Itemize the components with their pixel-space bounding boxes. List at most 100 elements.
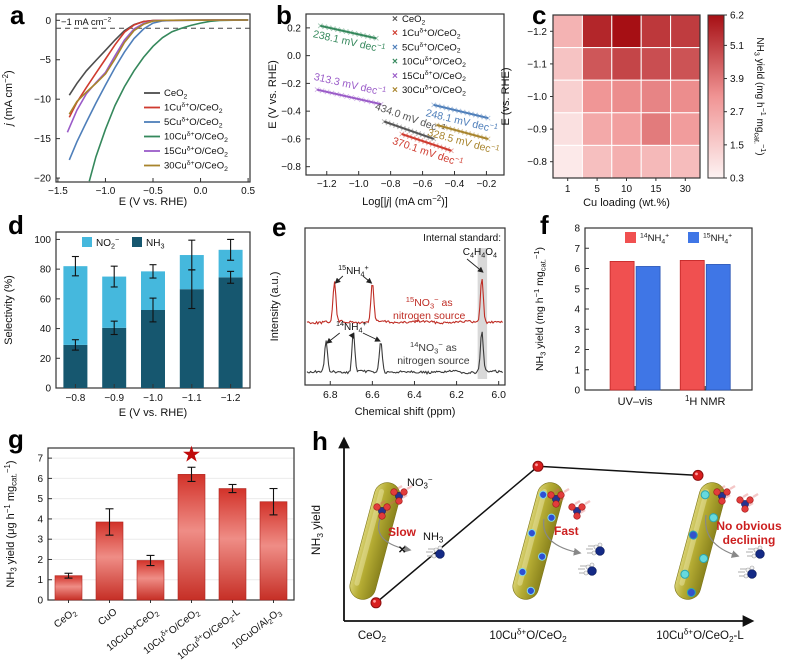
- x-tick-label: −1.5: [48, 186, 68, 197]
- x-tick-label: −0.8: [66, 393, 86, 404]
- heat-cell: [670, 14, 701, 49]
- panel-b: −1.2 −1.0 −0.8 −0.6 −0.4 −0.2 0.2 0.0 −0.2 −0.4 −0…: [264, 0, 524, 210]
- x-tick-label: −0.2: [477, 179, 497, 190]
- tafel-fit-line-5: [436, 124, 489, 140]
- x-tick-label: −1.0: [96, 186, 116, 197]
- legend-label: 14NH4+: [640, 232, 669, 245]
- y-tick-label: −0.2: [281, 79, 301, 90]
- y-tick-label: 2: [574, 345, 580, 356]
- no3-molecule: [568, 499, 591, 520]
- y-tick-label: 60: [40, 294, 52, 305]
- y-tick-label: 100: [34, 235, 51, 246]
- tafel-fit-line-4: [433, 103, 489, 120]
- heat-cell: [552, 47, 583, 81]
- legend-label: 15NH4+: [703, 232, 732, 245]
- panel-h: NH3 yield CeO2 10Cuδ+O/CeO2 10Cuδ+O/CeO2-L N…: [304, 423, 800, 663]
- tafel-fit-line-1: [316, 88, 382, 106]
- x-tick-label: 0.5: [241, 186, 255, 197]
- catalyst-bar: [54, 575, 83, 601]
- heat-cell: [581, 112, 613, 146]
- cu-site: [538, 552, 547, 561]
- heat-cell: [611, 79, 642, 114]
- catalyst-bar: [136, 560, 165, 601]
- annotation-14no3-source2: nitrogen source: [397, 355, 470, 367]
- standard-band: [477, 248, 488, 379]
- legend-marker: ×: [392, 14, 398, 25]
- colorbar-tick-label: 5.1: [730, 41, 744, 52]
- x-tick-label: −0.9: [104, 393, 124, 404]
- lsv-curve-3: [88, 19, 249, 182]
- reaction-arrow: [378, 518, 412, 553]
- colorbar-tick-label: 0.3: [730, 174, 744, 185]
- x-tick-label: CuO: [96, 607, 119, 628]
- y-tick-label: 0: [45, 384, 51, 395]
- heat-cell: [670, 144, 701, 179]
- x-tick-label: 1: [565, 184, 571, 195]
- nmr-trace-black: [306, 331, 503, 375]
- cu-site: [699, 554, 709, 564]
- y-tick-label: 20: [40, 354, 52, 365]
- heat-cell: [640, 144, 672, 179]
- reaction-arrow: [705, 514, 740, 558]
- annotation-15no3-source: 15NO3− as: [406, 295, 453, 311]
- x-tick-label: 6.0: [491, 389, 506, 401]
- no3-molecule: [713, 484, 736, 505]
- x-category-label: 10Cuδ+O/CeO2-L: [656, 628, 744, 644]
- y-tick-label: −5: [40, 55, 52, 66]
- cu-site: [688, 530, 698, 540]
- star-marker: ★: [182, 441, 202, 466]
- axis-frame: [47, 447, 295, 601]
- cu-site: [526, 586, 535, 595]
- y-tick-label: 3: [574, 325, 580, 336]
- x-axis-label: Log[|j| (mA cm−2)]: [362, 194, 448, 208]
- y-tick-label: 7: [574, 244, 580, 255]
- heat-cell: [640, 14, 672, 49]
- no2-bar: [63, 266, 88, 345]
- nh3-molecule: [586, 542, 605, 556]
- trend-point: [692, 469, 704, 481]
- y-tick-label: 40: [40, 324, 52, 335]
- catalyst-bar: [259, 501, 288, 601]
- x-tick-label: 10Cuδ+O/CeO2-L: [174, 604, 244, 663]
- axis-frame: [304, 227, 506, 386]
- nh3-molecule: [426, 545, 445, 559]
- legend-label: CeO2: [402, 14, 426, 26]
- y-tick-label: 1: [574, 365, 580, 376]
- x-tick-label: 6.2: [449, 389, 464, 401]
- y-axis-label: NH3 yield (μg h−1 mgcat.−1): [3, 460, 19, 587]
- y-tick-label: −1.2: [527, 27, 547, 38]
- label-no-decline-2: declining: [723, 533, 776, 547]
- y-tick-label: −1.0: [527, 92, 547, 103]
- legend-marker: ×: [392, 71, 398, 82]
- legend-label: 5Cuδ+O/CeO2: [164, 116, 223, 129]
- legend-marker: ×: [392, 42, 398, 53]
- y-axis-label: j (mA cm−2): [1, 70, 15, 127]
- y-tick-label: 4: [574, 305, 580, 316]
- cross-mark: ✕: [398, 545, 406, 556]
- annotation-14no3-source: 14NO3− as: [410, 340, 457, 356]
- y-tick-label: −0.4: [281, 107, 301, 118]
- cu-site: [518, 567, 527, 577]
- panel-h-letter: h: [312, 426, 328, 456]
- legend-label: NO2−: [96, 235, 119, 250]
- cu-site: [527, 529, 536, 538]
- colorbar-tick-label: 1.5: [730, 140, 744, 151]
- colorbar-tick-label: 3.9: [730, 74, 744, 85]
- yield-bar: [635, 266, 661, 391]
- heat-cell: [552, 79, 583, 114]
- panel-c-letter: c: [532, 0, 547, 30]
- x-axis-label: Chemical shift (ppm): [355, 406, 456, 418]
- y-axis-label: NH3 yield: [309, 505, 325, 555]
- x-tick-label: 10: [621, 184, 633, 195]
- x-tick-label: −1.0: [143, 393, 163, 404]
- x-tick-label: 15: [650, 184, 662, 195]
- no3-molecule: [390, 484, 413, 505]
- panel-c: 1 5 10 15 30 −1.2 −1.1 −1.0 −0.9 −0.8 Cu loading (…: [495, 0, 800, 210]
- panel-e: 6.8 6.6 6.4 6.2 6.0 Internal standard: C4H4O4 1…: [264, 210, 530, 423]
- heat-cell: [670, 112, 701, 146]
- heat-cell: [611, 144, 642, 179]
- panel-f-yield-chart: 0 1 2 3 4 5 6 7 8 UV–vis 1H NMR 14NH4+ 15NH4+ NH3 yie…: [532, 224, 753, 408]
- annotation-15no3-source2: nitrogen source: [393, 310, 466, 322]
- lsv-curve-5: [68, 19, 249, 115]
